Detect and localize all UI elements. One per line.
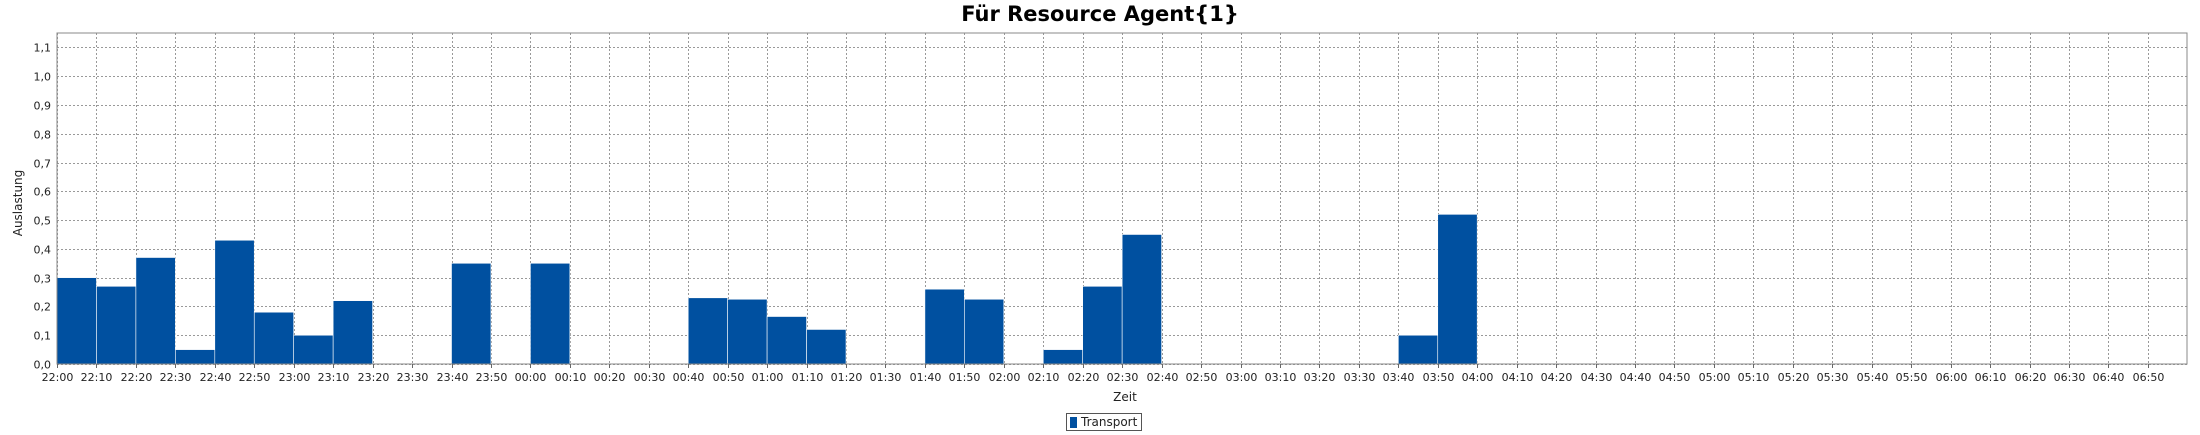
- x-tick-label: 23:30: [397, 371, 429, 384]
- y-tick-label: 0,7: [34, 158, 52, 171]
- y-tick-label: 0,3: [34, 273, 52, 286]
- bar-2200: [56, 277, 97, 365]
- x-tick-label: 01:50: [949, 371, 981, 384]
- x-tick-label: 04:00: [1462, 371, 1494, 384]
- bar-0350: [1437, 214, 1478, 365]
- x-tick-label: 03:00: [1226, 371, 1258, 384]
- x-tick-label: 00:10: [555, 371, 587, 384]
- x-tick-label: 06:50: [2133, 371, 2165, 384]
- x-tick-label: 03:50: [1423, 371, 1455, 384]
- x-tick-label: 01:40: [910, 371, 942, 384]
- bars: [56, 214, 1478, 365]
- bar-0110: [806, 329, 847, 365]
- x-axis-label: Zeit: [1113, 390, 1137, 404]
- x-tick-label: 00:40: [673, 371, 705, 384]
- y-tick-label: 1,1: [34, 42, 52, 55]
- x-tick-label: 02:50: [1186, 371, 1218, 384]
- y-tick-label: 0,4: [34, 244, 52, 257]
- y-tick-label: 0,8: [34, 129, 52, 142]
- x-tick-label: 04:50: [1659, 371, 1691, 384]
- bar-0050: [727, 298, 768, 365]
- x-tick-label: 05:00: [1699, 371, 1731, 384]
- bar-2220: [135, 257, 176, 365]
- x-tick-label: 00:50: [713, 371, 745, 384]
- y-tick-label: 0,5: [34, 215, 52, 228]
- x-tick-label: 03:20: [1304, 371, 1336, 384]
- x-tick-label: 06:00: [1936, 371, 1968, 384]
- x-tick-label: 03:10: [1265, 371, 1297, 384]
- x-tick-label: 01:30: [870, 371, 902, 384]
- y-axis-ticks: 0,0 0,1 0,2 0,3 0,4 0,5 0,6 0,7 0,8 0,9 1,0 1,1: [34, 42, 52, 372]
- x-tick-label: 02:30: [1107, 371, 1139, 384]
- x-tick-label: 02:10: [1028, 371, 1060, 384]
- x-tick-label: 23:50: [476, 371, 508, 384]
- chart-title: Für Resource Agent{1}: [961, 2, 1239, 26]
- x-tick-label: 06:30: [2054, 371, 2086, 384]
- x-tick-label: 04:40: [1620, 371, 1652, 384]
- x-tick-label: 05:50: [1896, 371, 1928, 384]
- x-axis-ticks: 22:00 22:10 22:20 22:30 22:40 22:50 23:00 23:10…: [42, 364, 2165, 384]
- bar-2250: [253, 311, 295, 365]
- bar-0150: [964, 298, 1005, 365]
- x-tick-label: 05:30: [1817, 371, 1849, 384]
- y-tick-label: 0,2: [34, 301, 52, 314]
- x-tick-label: 01:10: [792, 371, 824, 384]
- x-tick-label: 03:30: [1344, 371, 1376, 384]
- bar-2310: [332, 300, 373, 365]
- x-tick-label: 01:00: [752, 371, 784, 384]
- x-tick-label: 04:10: [1502, 371, 1534, 384]
- legend-label: Transport: [1081, 415, 1138, 429]
- legend: Transport: [1066, 413, 1143, 431]
- x-tick-label: 23:10: [318, 371, 350, 384]
- x-tick-label: 02:00: [989, 371, 1021, 384]
- bar-2230: [175, 349, 216, 365]
- bar-2300: [293, 334, 334, 365]
- y-tick-label: 0,6: [34, 186, 52, 199]
- y-tick-label: 1,0: [34, 71, 52, 84]
- x-tick-label: 22:30: [160, 371, 192, 384]
- x-tick-label: 22:20: [121, 371, 153, 384]
- y-tick-label: 0,9: [34, 100, 52, 113]
- x-tick-label: 00:20: [594, 371, 626, 384]
- x-tick-label: 05:20: [1778, 371, 1810, 384]
- bar-0220: [1082, 285, 1123, 365]
- x-tick-label: 23:00: [279, 371, 311, 384]
- bar-0000: [530, 262, 571, 365]
- bar-0230: [1121, 234, 1162, 365]
- x-tick-label: 04:30: [1581, 371, 1613, 384]
- x-tick-label: 22:00: [42, 371, 74, 384]
- x-tick-label: 02:40: [1147, 371, 1179, 384]
- x-tick-label: 06:10: [1975, 371, 2007, 384]
- bar-2210: [96, 285, 137, 365]
- x-tick-label: 22:10: [81, 371, 113, 384]
- bar-0100: [766, 316, 807, 365]
- bar-0140: [924, 288, 965, 365]
- x-tick-label: 02:20: [1068, 371, 1100, 384]
- x-tick-label: 23:20: [358, 371, 390, 384]
- y-tick-label: 0,1: [34, 330, 52, 343]
- bar-0210: [1042, 349, 1084, 365]
- x-tick-label: 06:40: [2093, 371, 2125, 384]
- bar-2240: [214, 239, 255, 365]
- x-tick-label: 23:40: [437, 371, 469, 384]
- y-tick-label: 0,0: [34, 359, 52, 372]
- bar-0040: [687, 297, 728, 365]
- x-tick-label: 05:40: [1857, 371, 1889, 384]
- legend-swatch: [1070, 416, 1077, 428]
- x-tick-label: 00:00: [515, 371, 547, 384]
- bar-0340: [1398, 334, 1439, 365]
- x-tick-label: 00:30: [634, 371, 666, 384]
- bar-2340: [451, 262, 492, 365]
- x-tick-label: 22:40: [200, 371, 232, 384]
- x-tick-label: 03:40: [1383, 371, 1415, 384]
- x-tick-label: 01:20: [831, 371, 863, 384]
- x-tick-label: 22:50: [239, 371, 271, 384]
- x-tick-label: 05:10: [1738, 371, 1770, 384]
- x-tick-label: 04:20: [1541, 371, 1573, 384]
- x-tick-label: 06:20: [2015, 371, 2047, 384]
- y-axis-label: Auslastung: [11, 170, 25, 237]
